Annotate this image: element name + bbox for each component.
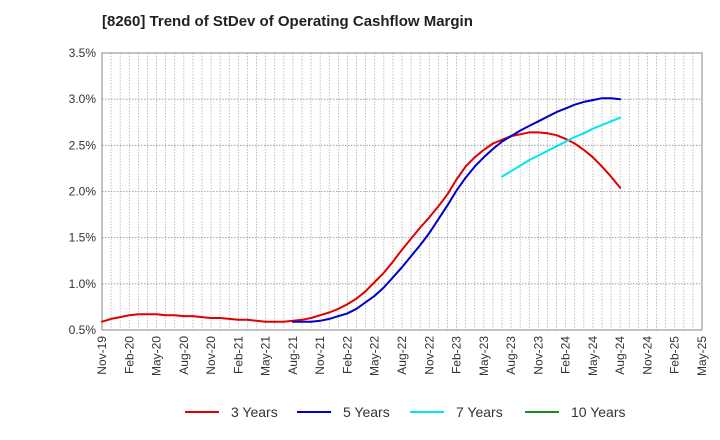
x-tick-label: Feb-23: [450, 336, 464, 374]
x-tick-label: Aug-24: [613, 336, 627, 375]
legend-label: 3 Years: [231, 404, 278, 420]
legend-swatch: [185, 411, 219, 413]
y-tick-label: 1.0%: [69, 277, 97, 291]
x-tick-label: Feb-25: [668, 336, 682, 374]
legend-swatch: [297, 411, 331, 413]
plot-border: [101, 52, 703, 331]
x-tick-label: Aug-23: [504, 336, 518, 375]
legend-item-5-years: 5 Years: [297, 404, 390, 420]
x-tick-label: May-23: [477, 336, 491, 376]
x-tick-label: May-20: [150, 336, 164, 376]
x-tick-label: May-22: [368, 336, 382, 376]
x-tick-label: Feb-22: [340, 336, 354, 374]
legend-swatch: [525, 411, 559, 413]
x-tick-label: Nov-23: [531, 336, 545, 375]
series-line-7-years: [501, 116, 622, 178]
x-tick-label: Feb-21: [231, 336, 245, 374]
series-line-5-years: [291, 97, 622, 323]
x-tick-label: May-24: [586, 336, 600, 376]
series-lines: [101, 97, 622, 323]
legend: 3 Years 5 Years 7 Years 10 Years: [0, 404, 720, 426]
x-axis: Nov-19 Feb-20 May-20 Aug-20 Nov-20 Feb-21 May-…: [95, 336, 709, 376]
x-tick-label: Nov-24: [640, 336, 654, 375]
plot-frame: [101, 52, 703, 331]
x-tick-label: Nov-21: [313, 336, 327, 375]
y-tick-label: 2.5%: [69, 138, 97, 152]
y-axis: 0.5% 1.0% 1.5% 2.0% 2.5% 3.0% 3.5%: [69, 46, 97, 337]
x-tick-label: Aug-22: [395, 336, 409, 375]
x-tick-label: Nov-22: [422, 336, 436, 375]
legend-item-10-years: 10 Years: [525, 404, 626, 420]
legend-item-7-years: 7 Years: [410, 404, 503, 420]
grid: [102, 53, 702, 330]
line-chart: 0.5% 1.0% 1.5% 2.0% 2.5% 3.0% 3.5% Nov-19 Feb-2…: [69, 46, 709, 376]
legend-label: 7 Years: [456, 404, 503, 420]
legend-label: 5 Years: [343, 404, 390, 420]
x-tick-label: Aug-20: [177, 336, 191, 375]
y-tick-label: 2.0%: [69, 185, 97, 199]
x-tick-label: Nov-20: [204, 336, 218, 375]
legend-swatch: [410, 411, 444, 413]
chart-title: [8260] Trend of StDev of Operating Cashf…: [102, 13, 473, 30]
y-tick-label: 0.5%: [69, 323, 97, 337]
x-tick-label: Nov-19: [95, 336, 109, 375]
legend-item-3-years: 3 Years: [185, 404, 278, 420]
x-tick-label: Aug-21: [286, 336, 300, 375]
x-tick-label: May-21: [259, 336, 273, 376]
legend-label: 10 Years: [571, 404, 626, 420]
y-tick-label: 1.5%: [69, 231, 97, 245]
series-line-3-years: [101, 131, 622, 323]
x-tick-label: May-25: [695, 336, 709, 376]
x-tick-label: Feb-20: [122, 336, 136, 374]
y-tick-label: 3.0%: [69, 92, 97, 106]
y-tick-label: 3.5%: [69, 46, 97, 60]
x-tick-label: Feb-24: [559, 336, 573, 374]
